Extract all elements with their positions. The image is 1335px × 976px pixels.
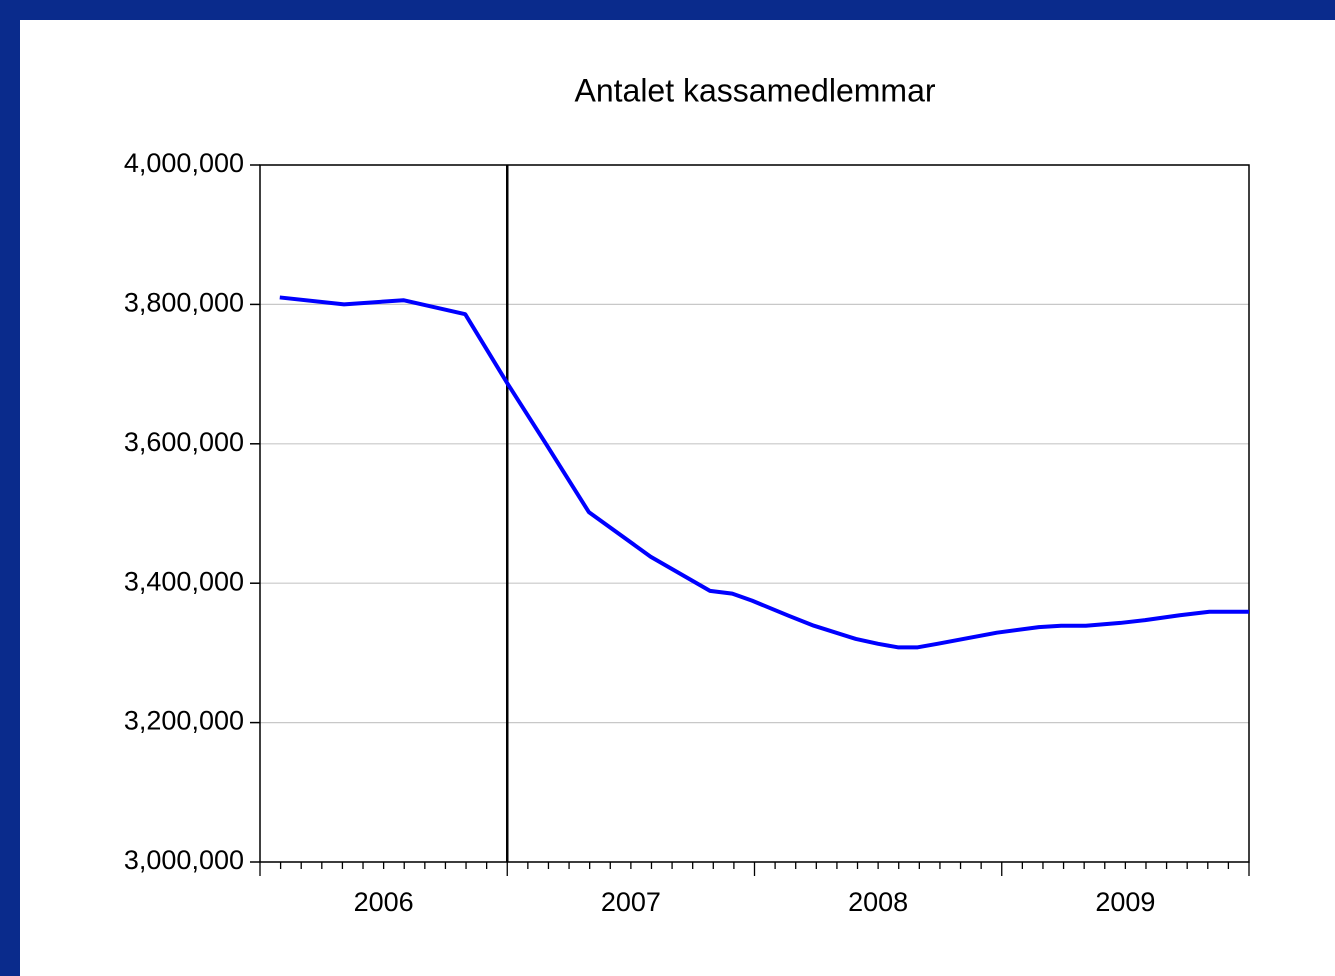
x-tick-label: 2006 xyxy=(354,887,414,917)
y-tick-label: 3,800,000 xyxy=(124,288,244,318)
x-tick-label: 2007 xyxy=(601,887,661,917)
y-tick-label: 3,200,000 xyxy=(124,706,244,736)
x-tick-label: 2008 xyxy=(848,887,908,917)
y-tick-label: 3,400,000 xyxy=(124,566,244,596)
plot-frame xyxy=(259,164,1250,863)
chart-title: Antalet kassamedlemmar xyxy=(574,72,935,108)
x-tick-label: 2009 xyxy=(1095,887,1155,917)
y-tick-label: 3,000,000 xyxy=(124,845,244,875)
line-series xyxy=(279,295,1249,650)
panel xyxy=(20,20,1335,976)
y-tick-label: 3,600,000 xyxy=(124,427,244,457)
y-tick-label: 4,000,000 xyxy=(124,148,244,178)
